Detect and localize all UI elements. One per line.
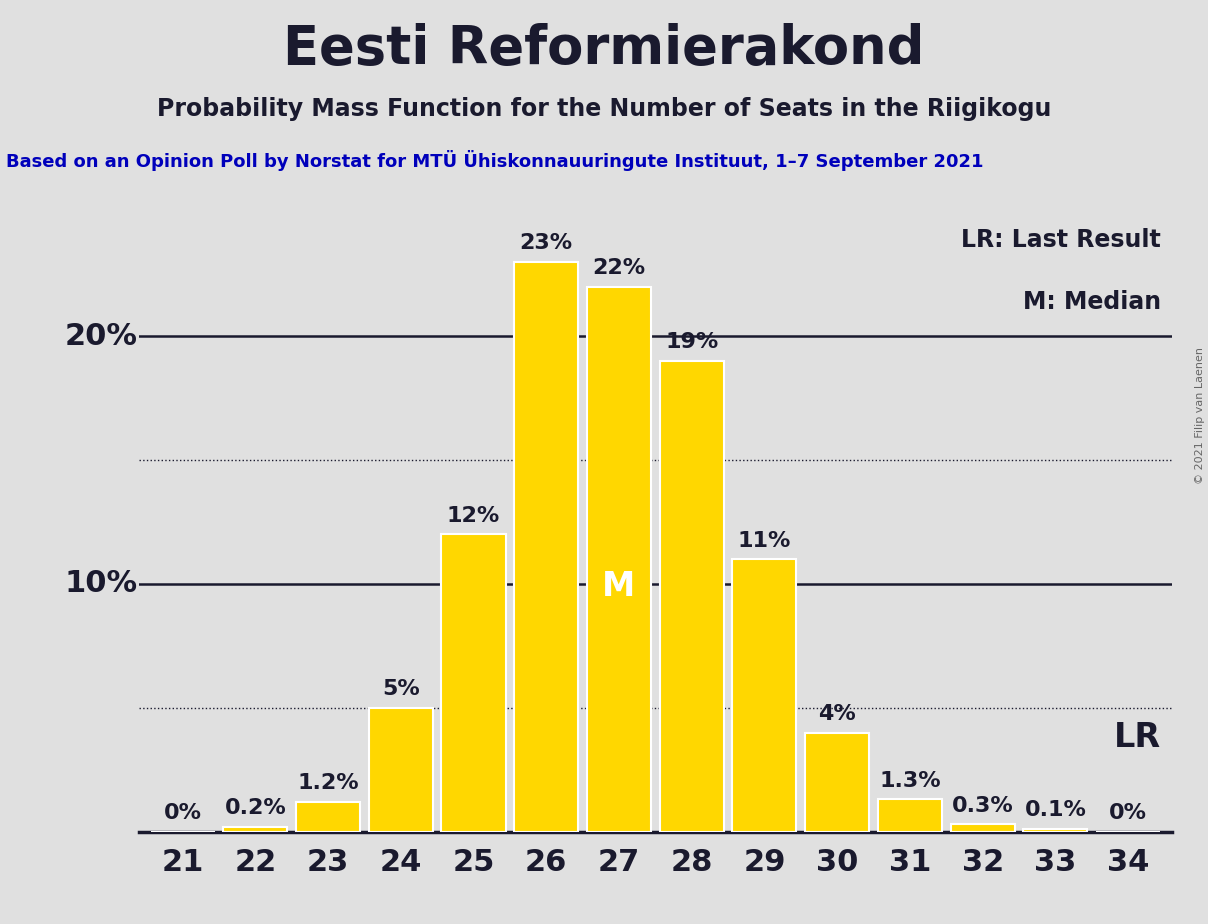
Text: 10%: 10% bbox=[64, 569, 138, 599]
Bar bbox=[660, 361, 724, 832]
Bar bbox=[515, 262, 579, 832]
Text: Based on an Opinion Poll by Norstat for MTÜ Ühiskonnauuringute Instituut, 1–7 Se: Based on an Opinion Poll by Norstat for … bbox=[6, 150, 983, 171]
Text: Probability Mass Function for the Number of Seats in the Riigikogu: Probability Mass Function for the Number… bbox=[157, 97, 1051, 121]
Text: 1.3%: 1.3% bbox=[879, 771, 941, 791]
Bar bbox=[1023, 829, 1087, 832]
Text: 5%: 5% bbox=[382, 679, 419, 699]
Bar bbox=[587, 286, 651, 832]
Text: 0.1%: 0.1% bbox=[1024, 800, 1086, 821]
Text: 12%: 12% bbox=[447, 505, 500, 526]
Bar bbox=[223, 827, 288, 832]
Bar bbox=[368, 708, 432, 832]
Text: Eesti Reformierakond: Eesti Reformierakond bbox=[284, 23, 924, 75]
Text: 23%: 23% bbox=[519, 234, 573, 253]
Text: 0.2%: 0.2% bbox=[225, 798, 286, 818]
Text: © 2021 Filip van Laenen: © 2021 Filip van Laenen bbox=[1195, 347, 1204, 484]
Bar bbox=[732, 559, 796, 832]
Text: 4%: 4% bbox=[818, 704, 856, 723]
Text: M: Median: M: Median bbox=[1023, 290, 1161, 314]
Text: 1.2%: 1.2% bbox=[297, 773, 359, 793]
Text: 0%: 0% bbox=[1109, 803, 1148, 823]
Text: 11%: 11% bbox=[738, 530, 791, 551]
Text: 20%: 20% bbox=[64, 322, 138, 351]
Text: 19%: 19% bbox=[666, 333, 719, 352]
Text: LR: LR bbox=[1114, 721, 1161, 754]
Bar bbox=[878, 799, 942, 832]
Text: M: M bbox=[603, 570, 635, 603]
Bar bbox=[296, 802, 360, 832]
Bar bbox=[806, 733, 870, 832]
Text: 0%: 0% bbox=[163, 803, 202, 823]
Bar bbox=[441, 534, 505, 832]
Text: 0.3%: 0.3% bbox=[952, 796, 1014, 816]
Text: 22%: 22% bbox=[592, 258, 645, 278]
Text: LR: Last Result: LR: Last Result bbox=[962, 228, 1161, 252]
Bar bbox=[951, 824, 1015, 832]
